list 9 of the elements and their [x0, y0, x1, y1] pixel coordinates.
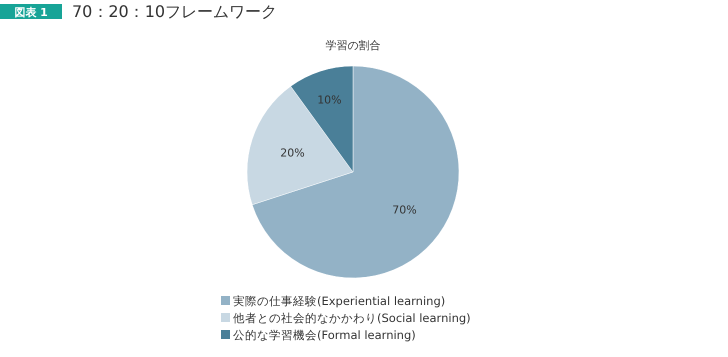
data-label: 70%	[392, 203, 417, 216]
data-label: 10%	[317, 93, 342, 106]
legend-label: 実際の仕事経験(Experiential learning)	[233, 294, 446, 308]
chart-subtitle: 学習の割合	[326, 39, 380, 52]
legend-label: 他者との社会的なかかわり(Social learning)	[233, 311, 471, 325]
chart-title: 70：20：10フレームワーク	[72, 2, 278, 21]
legend-label: 公的な学習機会(Formal learning)	[233, 328, 416, 342]
data-label: 20%	[280, 146, 305, 160]
text: 図表 1	[14, 6, 48, 19]
